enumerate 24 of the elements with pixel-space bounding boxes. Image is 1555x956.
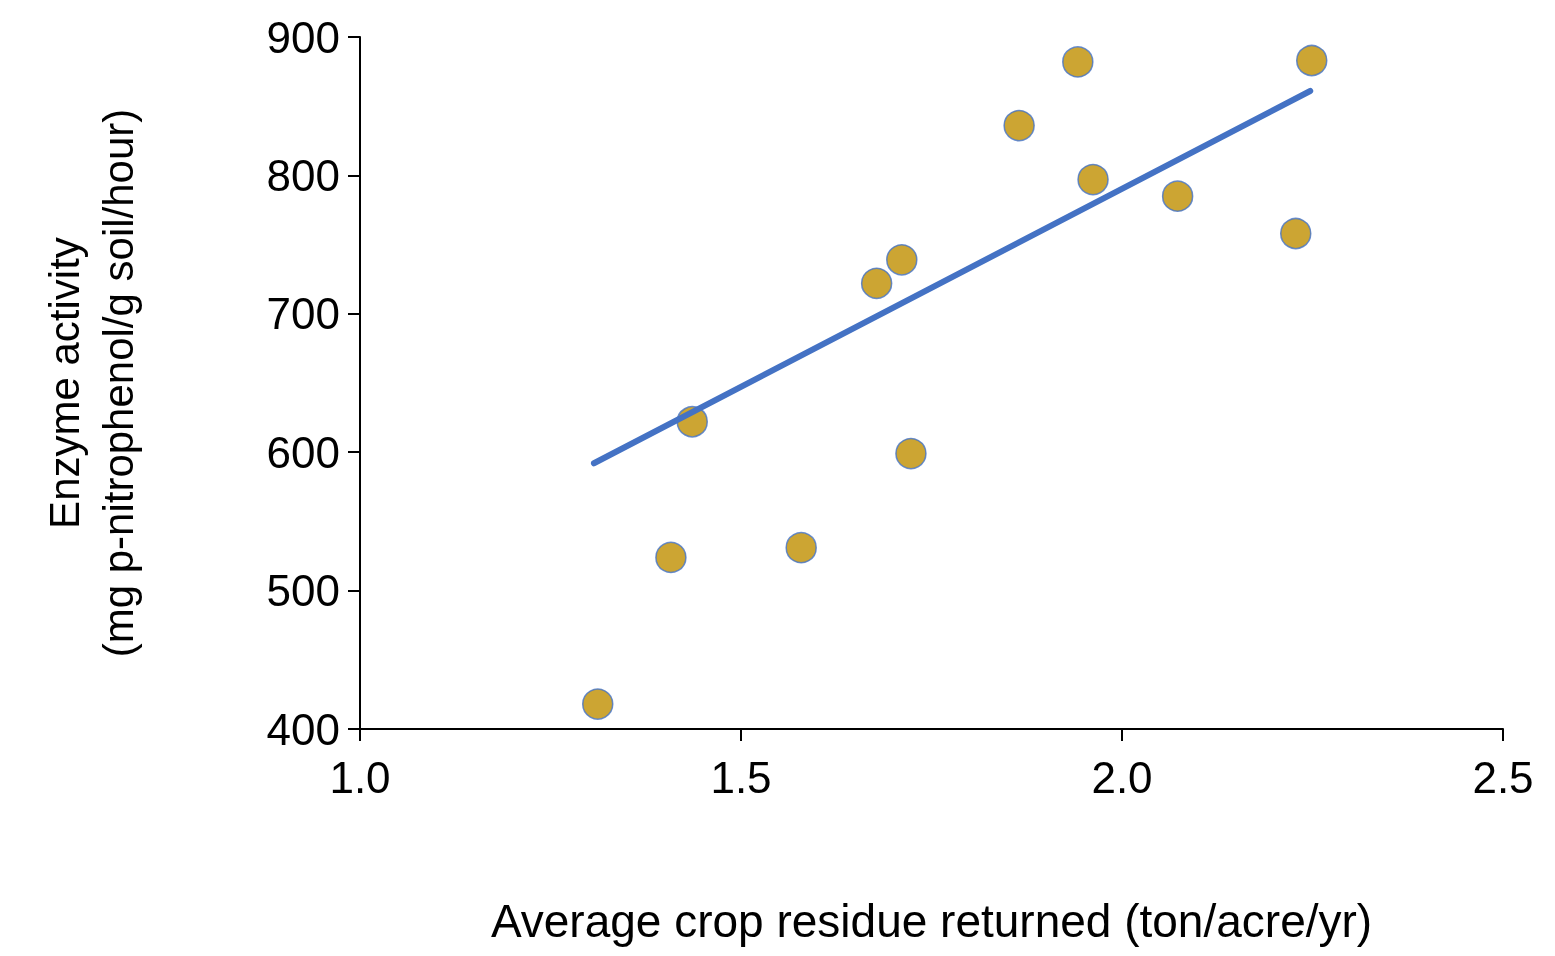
point [1077, 163, 1109, 196]
y-axis-title: Enzyme activity (mg p-nitrophenol/g soil/hour) [40, 108, 142, 658]
point [582, 688, 614, 720]
y-tick-label: 900 [266, 12, 340, 62]
x-tick-label: 2.5 [1472, 752, 1534, 802]
y-tick-label: 700 [266, 289, 340, 339]
point [1003, 109, 1035, 142]
x-tick-label: 2.0 [1091, 752, 1153, 802]
point [1161, 180, 1194, 212]
y-tick-label: 500 [266, 566, 340, 616]
y-tick-label: 400 [266, 704, 340, 754]
x-axis-title: Average crop residue returned (ton/acre/yr) [490, 895, 1373, 947]
point [1062, 46, 1094, 78]
point [655, 541, 687, 574]
x-tick-label: 1.5 [710, 752, 772, 802]
point [1280, 217, 1312, 250]
point [785, 531, 817, 564]
x-tick-label: 1.0 [329, 752, 391, 802]
point [886, 244, 918, 276]
point [895, 437, 927, 470]
point [1296, 44, 1328, 77]
point [860, 267, 893, 300]
y-tick-label: 600 [266, 427, 340, 477]
y-tick-label: 800 [266, 150, 340, 200]
